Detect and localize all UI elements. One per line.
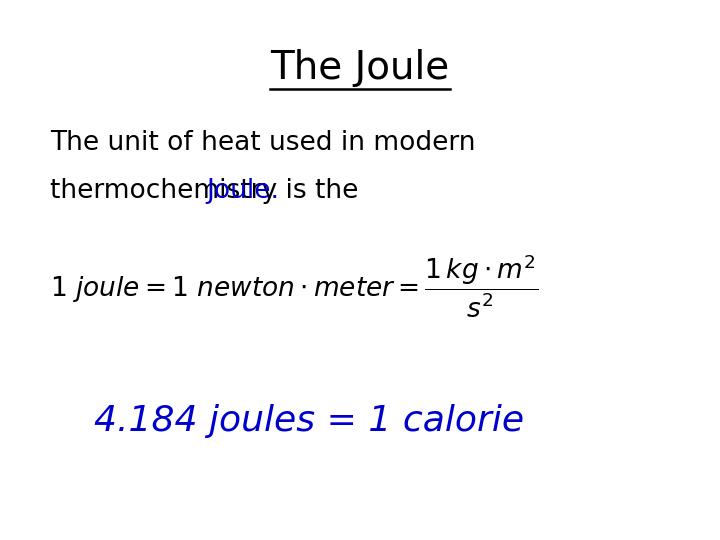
Text: The unit of heat used in modern: The unit of heat used in modern bbox=[50, 130, 476, 156]
Text: Joule.: Joule. bbox=[206, 178, 279, 204]
Text: thermochemistry is the: thermochemistry is the bbox=[50, 178, 367, 204]
Text: The Joule: The Joule bbox=[271, 49, 449, 86]
Text: 4.184 joules = 1 calorie: 4.184 joules = 1 calorie bbox=[94, 404, 523, 438]
Text: $1\ \mathit{joule} = 1\ \mathit{newton} \cdot \mathit{meter} = \dfrac{1\,kg \cdo: $1\ \mathit{joule} = 1\ \mathit{newton} … bbox=[50, 253, 539, 320]
